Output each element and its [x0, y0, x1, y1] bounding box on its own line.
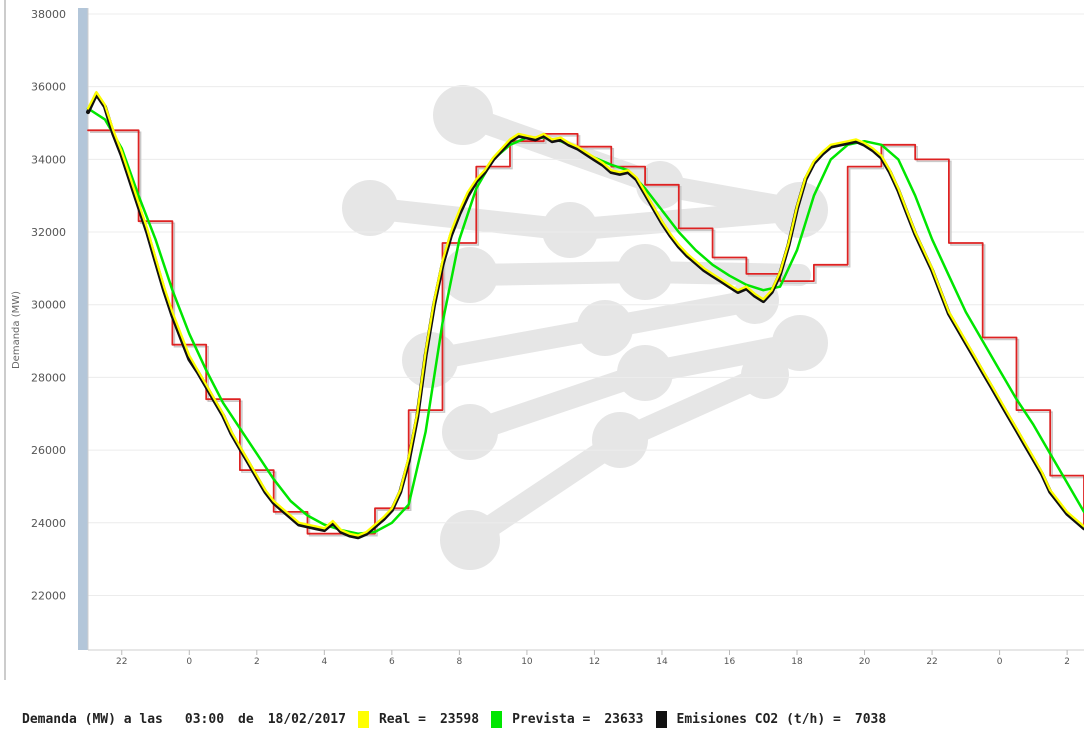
y-tick-label: 28000 [31, 371, 66, 384]
watermark-link [359, 197, 581, 241]
watermark-node [772, 182, 828, 238]
co2-swatch-icon [655, 710, 667, 728]
real-swatch-icon [357, 710, 369, 728]
x-tick-label: 2 [1064, 657, 1070, 667]
x-tick-label: 22 [116, 657, 127, 667]
x-tick-label: 6 [389, 657, 395, 667]
watermark-node [342, 180, 398, 236]
y-axis-label: Demanda (MW) [11, 291, 22, 369]
x-tick-label: 10 [521, 657, 533, 667]
co2-value: 7038 [854, 711, 887, 727]
y-tick-label: 36000 [31, 81, 66, 94]
x-tick-label: 12 [589, 657, 600, 667]
series-line-real [86, 90, 1084, 537]
prevista-value: 23633 [604, 711, 644, 727]
watermark-node [433, 85, 493, 145]
y-tick-label: 34000 [31, 153, 66, 166]
series-line-programada [87, 129, 1084, 535]
watermark-node [442, 404, 498, 460]
real-value: 23598 [439, 711, 480, 727]
time-scrollbar[interactable] [78, 8, 88, 650]
watermark-link [459, 362, 656, 443]
x-tick-label: 20 [859, 657, 871, 667]
footer-de: de [238, 711, 254, 727]
y-tick-label: 38000 [31, 8, 66, 21]
x-tick-label: 0 [997, 657, 1003, 667]
watermark-link [559, 199, 811, 241]
y-tick-label: 26000 [31, 444, 66, 457]
co2-label: Emisiones CO2 (t/h) = [676, 711, 841, 727]
footer-prefix: Demanda (MW) a las [22, 711, 163, 727]
x-tick-labels: 22 0 2 4 6 8 10 12 14 16 18 20 22 0 2 [116, 650, 1070, 667]
x-tick-label: 14 [656, 657, 668, 667]
watermark-node [617, 244, 673, 300]
watermark-node [577, 300, 633, 356]
x-tick-label: 4 [321, 657, 327, 667]
watermark-logo [342, 85, 828, 570]
watermark-node [772, 315, 828, 371]
x-tick-label: 2 [254, 657, 260, 667]
grid-lines [88, 13, 1084, 596]
footer-time: 03:00 [184, 711, 225, 727]
prevista-swatch-icon [491, 710, 503, 728]
watermark-link [459, 261, 656, 286]
prevista-label: Prevista = [512, 711, 591, 727]
watermark-link [419, 317, 616, 371]
y-tick-label: 32000 [31, 226, 66, 239]
real-label: Real = [378, 711, 426, 727]
watermark-node [592, 412, 648, 468]
x-tick-label: 18 [791, 657, 803, 667]
watermark-node [617, 345, 673, 401]
series-group [86, 90, 1084, 540]
demand-chart: 2200024000260002800030000320003400036000… [4, 0, 1084, 680]
watermark-node [741, 351, 789, 399]
watermark-node [440, 510, 500, 570]
series-programada-shadow [90, 131, 1084, 537]
x-tick-label: 0 [186, 657, 192, 667]
footer-readout: Demanda (MW) a las 03:00 de 18/02/2017 R… [22, 708, 886, 730]
y-tick-label: 30000 [31, 299, 66, 312]
watermark-node [731, 276, 779, 324]
watermark-link [459, 429, 631, 551]
x-tick-label: 16 [724, 657, 736, 667]
y-tick-labels: 22000 24000 26000 28000 30000 32000 34000 36000… [31, 8, 66, 602]
watermark-node [442, 247, 498, 303]
watermark-node [542, 202, 598, 258]
footer-date: 18/02/2017 [267, 711, 346, 727]
x-tick-label: 8 [457, 657, 463, 667]
y-tick-label: 22000 [31, 589, 66, 602]
x-tick-label: 22 [926, 657, 937, 667]
y-tick-label: 24000 [31, 517, 66, 530]
